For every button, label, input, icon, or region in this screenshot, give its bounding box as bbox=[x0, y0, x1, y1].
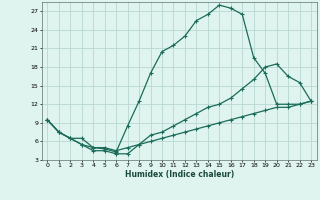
X-axis label: Humidex (Indice chaleur): Humidex (Indice chaleur) bbox=[124, 170, 234, 179]
